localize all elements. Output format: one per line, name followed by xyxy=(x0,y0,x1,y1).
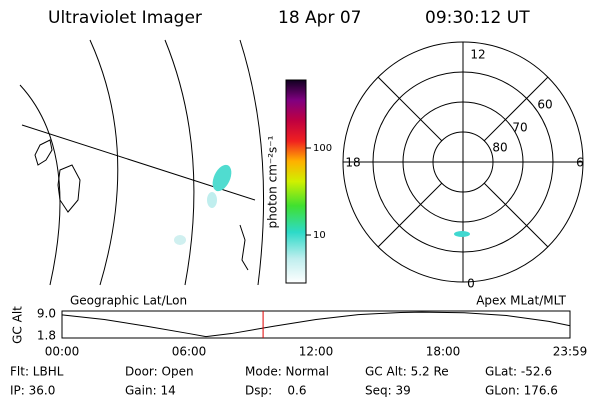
mlt-label: 0 xyxy=(467,277,475,291)
status-info: Flt: LBHL Door: Open Mode: Normal GC Alt: 5… xyxy=(10,365,558,398)
x-tick-label: 00:00 xyxy=(45,345,80,359)
info-field: Mode: Normal xyxy=(245,365,329,379)
mlt-label: 6 xyxy=(576,156,584,170)
meridian xyxy=(483,182,549,248)
plot-frame xyxy=(61,310,571,339)
panel-label: Geographic Lat/Lon xyxy=(70,294,187,308)
info-field: Gain: 14 xyxy=(125,384,176,398)
aurora xyxy=(454,231,470,237)
lon-arc xyxy=(89,39,119,286)
meridian xyxy=(377,182,443,248)
aurora xyxy=(174,235,186,245)
panel-label: Apex MLat/MLT xyxy=(476,294,566,308)
meridian xyxy=(377,76,443,142)
y-tick-label: 9.0 xyxy=(37,307,56,321)
info-field: Door: Open xyxy=(125,365,194,379)
info-field: Seq: 39 xyxy=(365,384,411,398)
lat-label: 60 xyxy=(537,98,552,112)
lon-arc xyxy=(19,84,61,286)
date: 18 Apr 07 xyxy=(278,8,361,28)
aurora xyxy=(212,164,232,192)
land xyxy=(57,164,81,213)
info-field: IP: 36.0 xyxy=(10,384,55,398)
meridian xyxy=(483,76,549,142)
lon-arc xyxy=(239,39,265,286)
lat-label: 80 xyxy=(492,141,507,155)
aurora xyxy=(207,192,217,208)
colorbar-tick-label: 10 xyxy=(313,230,326,241)
x-tick-label: 18:00 xyxy=(426,345,461,359)
lat-label: 70 xyxy=(512,121,527,135)
altitude-curve xyxy=(61,311,570,338)
header: Ultraviolet Imager 18 Apr 07 09:30:12 UT xyxy=(48,8,530,28)
geo-map xyxy=(19,39,265,286)
y-axis-label: GC Alt xyxy=(11,306,25,344)
colorbar-scale xyxy=(285,79,307,284)
time: 09:30:12 UT xyxy=(425,8,530,28)
info-field: GLat: -52.6 xyxy=(485,365,552,379)
x-tick-label: 06:00 xyxy=(172,345,207,359)
colorbar-tick-label: 100 xyxy=(313,143,332,154)
lon-arc xyxy=(164,39,195,286)
info-field: GLon: 176.6 xyxy=(485,384,558,398)
mlt-label: 18 xyxy=(345,156,360,170)
mlt-label: 12 xyxy=(470,48,485,62)
land xyxy=(239,224,249,271)
info-field: GC Alt: 5.2 Re xyxy=(365,365,449,379)
polar-plot: 12 18 6 0 60 70 80 xyxy=(342,41,584,291)
title: Ultraviolet Imager xyxy=(48,8,202,28)
colorbar: 100 10 photon cm⁻²s⁻¹ xyxy=(266,79,332,284)
info-field: Flt: LBHL xyxy=(10,365,64,379)
y-tick-label: 1.8 xyxy=(37,329,56,343)
land xyxy=(34,139,53,166)
info-field: Dsp: 0.6 xyxy=(245,384,307,398)
altitude-panel: Geographic Lat/Lon Apex MLat/MLT GC Alt … xyxy=(11,294,588,359)
colorbar-label: photon cm⁻²s⁻¹ xyxy=(266,135,280,228)
x-tick-label: 23:59 xyxy=(553,345,588,359)
x-tick-label: 12:00 xyxy=(299,345,334,359)
